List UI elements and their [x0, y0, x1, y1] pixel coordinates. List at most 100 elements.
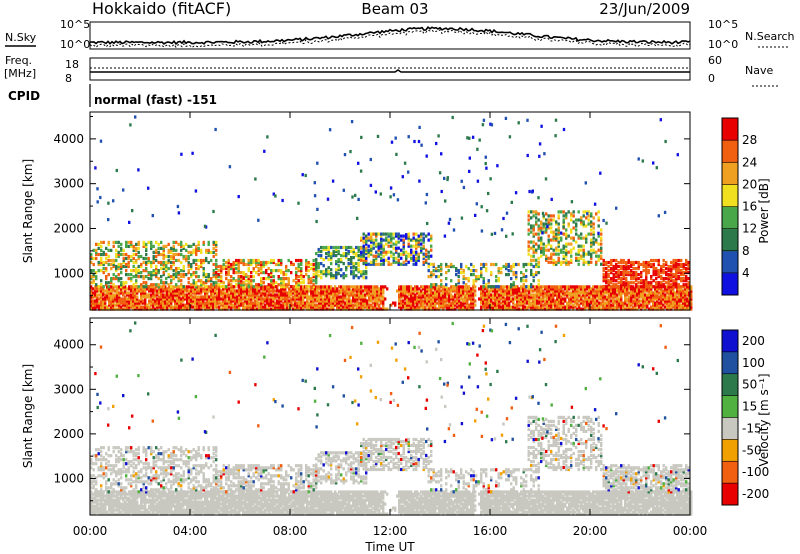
power-cell — [352, 289, 355, 293]
power-cell — [666, 289, 669, 293]
power-cell — [302, 287, 305, 291]
power-cell — [607, 281, 610, 285]
power-cell — [220, 275, 223, 279]
power-cell — [395, 232, 398, 236]
power-cell — [500, 295, 503, 299]
power-cell — [272, 295, 275, 299]
power-cell — [364, 285, 367, 289]
power-cell — [597, 242, 600, 246]
power-cell — [310, 305, 313, 309]
power-cell — [132, 301, 135, 305]
power-cell — [310, 289, 313, 293]
power-cell — [482, 287, 485, 291]
power-cell — [166, 307, 169, 311]
power-cell — [308, 303, 311, 307]
power-cell — [610, 277, 613, 281]
power-cell — [280, 258, 283, 263]
power-cell — [112, 283, 115, 287]
power-cell — [495, 275, 498, 279]
power-cell — [404, 305, 407, 309]
power-cell — [378, 287, 381, 291]
power-cell — [317, 249, 320, 254]
power-cell — [580, 222, 583, 226]
power-cell — [660, 307, 663, 311]
power-cell — [658, 305, 661, 309]
power-cell — [265, 271, 268, 275]
power-cell — [180, 287, 183, 291]
power-cell — [405, 256, 408, 260]
power-cell — [197, 242, 200, 246]
power-cell — [652, 305, 655, 309]
power-cell — [612, 258, 615, 263]
power-cell — [546, 301, 549, 305]
power-cell — [222, 293, 225, 297]
power-cell — [377, 254, 380, 258]
power-cell — [597, 254, 600, 258]
power-cell — [516, 287, 519, 291]
power-cell — [537, 271, 540, 275]
power-cell — [606, 303, 609, 307]
power-cell — [640, 289, 643, 293]
power-cell — [210, 277, 213, 281]
power-cell — [554, 301, 557, 305]
power-cell — [152, 299, 155, 303]
power-cell — [535, 248, 538, 252]
power-cell — [205, 279, 208, 283]
power-cell — [536, 299, 539, 303]
power-cell — [315, 272, 318, 276]
power-cell — [522, 297, 525, 301]
power-cell — [534, 293, 537, 297]
power-cell — [390, 244, 393, 248]
power-cell — [368, 287, 371, 291]
power-cell — [532, 214, 535, 218]
power-cell — [575, 240, 578, 244]
power-cell — [118, 297, 121, 301]
power-cell — [684, 303, 687, 307]
power-cell — [398, 287, 401, 291]
power-cell — [650, 307, 653, 311]
power-cell — [256, 293, 259, 297]
power-cell — [494, 297, 497, 301]
power-cell — [424, 299, 427, 303]
power-cell — [648, 293, 651, 297]
power-cell — [518, 299, 521, 303]
power-cell — [485, 267, 488, 271]
power-cell — [275, 285, 278, 289]
power-cell — [560, 236, 563, 240]
power-cell — [145, 244, 148, 248]
power-cell — [298, 299, 301, 303]
power-cell — [115, 267, 118, 271]
power-cell — [490, 273, 493, 277]
power-cell — [142, 295, 145, 299]
power-cell — [548, 297, 551, 301]
power-cell — [250, 289, 253, 293]
power-cell — [126, 291, 129, 295]
power-cell — [160, 252, 163, 257]
power-cell — [212, 242, 215, 246]
power-cell — [678, 297, 681, 301]
power-cell — [365, 242, 368, 246]
power-cell — [137, 250, 140, 254]
power-cell — [212, 293, 215, 297]
power-cell — [595, 262, 598, 266]
power-cell — [422, 303, 425, 307]
power-cell — [664, 289, 667, 293]
power-cell — [366, 285, 369, 289]
power-cell — [444, 297, 447, 301]
power-cell — [260, 283, 263, 287]
power-cell — [376, 303, 379, 307]
power-cell — [387, 260, 390, 264]
power-cell — [457, 281, 460, 285]
power-cell — [342, 287, 345, 291]
power-cell — [176, 289, 179, 293]
power-cell — [420, 291, 423, 295]
power-cell — [327, 252, 330, 256]
power-cell — [337, 266, 340, 270]
power-cell — [535, 212, 538, 216]
power-cell — [280, 277, 283, 281]
power-cell — [472, 264, 475, 269]
power-cell — [536, 289, 539, 293]
power-cell — [126, 307, 129, 311]
power-cell — [222, 289, 225, 293]
power-cell — [104, 299, 107, 303]
